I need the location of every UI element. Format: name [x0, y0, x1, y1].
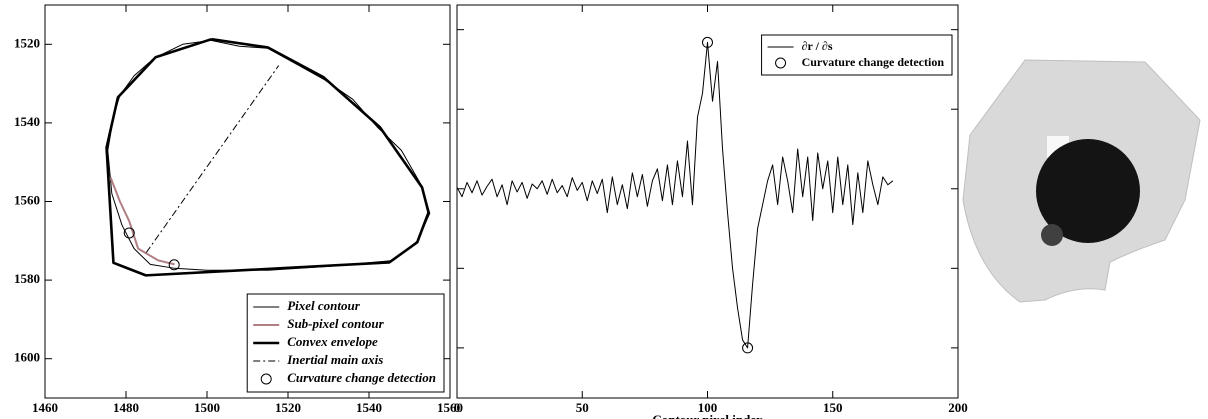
series-line: [145, 65, 280, 253]
detection-marker: [168, 259, 180, 271]
legend-label: Curvature change detection: [802, 55, 945, 69]
x-tick-label: 100: [698, 400, 718, 415]
y-tick-label: 1580: [14, 271, 40, 286]
legend-label: Sub-pixel contour: [287, 316, 384, 331]
x-tick-label: 0: [454, 400, 461, 415]
legend-swatch: [775, 57, 787, 69]
y-tick-label: 1520: [14, 35, 40, 50]
legend-label: ∂r / ∂s: [802, 39, 833, 53]
detection-marker: [123, 227, 135, 239]
dark-blob: [1041, 224, 1063, 246]
x-tick-label: 1540: [356, 400, 382, 415]
detection-marker: [742, 342, 754, 354]
photo: [962, 59, 1201, 303]
x-tick-label: 1460: [32, 400, 58, 415]
y-tick-label: 1540: [14, 114, 40, 129]
x-tick-label: 1480: [113, 400, 139, 415]
x-axis-label: Contour pixel index: [652, 412, 763, 419]
detection-marker: [702, 36, 713, 48]
x-tick-label: 1500: [194, 400, 220, 415]
x-tick-label: 200: [948, 400, 968, 415]
legend: ∂r / ∂s Curvature change detection: [761, 34, 953, 76]
x-tick-label: 50: [576, 400, 589, 415]
legend-label: Inertial main axis: [286, 352, 383, 367]
series-line: [107, 39, 431, 271]
legend-swatch: [260, 373, 272, 385]
y-tick-label: 1600: [14, 350, 40, 365]
legend-box: [246, 293, 445, 393]
legend-label: Curvature change detection: [287, 370, 436, 385]
y-tick-label: 1560: [14, 192, 40, 207]
series-line: [105, 37, 430, 277]
series-line: [456, 41, 894, 349]
legend-box: [761, 34, 953, 76]
legend-label: Convex envelope: [287, 334, 378, 349]
x-tick-label: 150: [823, 400, 843, 415]
x-tick-label: 1520: [275, 400, 301, 415]
legend-label: Pixel contour: [287, 298, 361, 313]
dark-hole: [1036, 139, 1140, 243]
x-tick-label: 1560: [437, 400, 463, 415]
legend: Pixel contour Sub-pixel contour Convex env…: [246, 293, 445, 393]
